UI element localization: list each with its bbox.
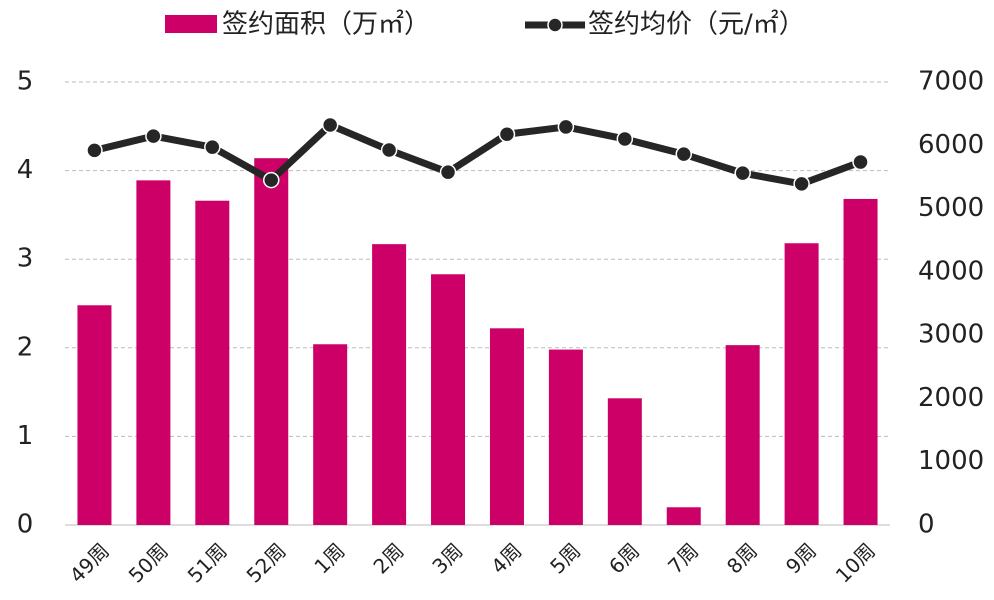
legend-swatch-bar (165, 15, 217, 33)
y2-tick-label: 3000 (918, 320, 984, 350)
bar (195, 200, 230, 525)
line-marker (793, 175, 810, 193)
bar (372, 244, 407, 525)
x-tick-label: 2周 (368, 538, 408, 578)
y-tick-label: 5 (17, 67, 34, 97)
line-marker (498, 125, 516, 143)
y2-tick-label: 7000 (918, 67, 984, 97)
bar (313, 344, 348, 525)
x-tick-label: 1周 (309, 538, 349, 578)
y2-tick-label: 1000 (918, 446, 984, 476)
x-tick-label: 7周 (663, 538, 703, 578)
y-tick-label: 2 (17, 332, 34, 362)
line-marker (263, 171, 280, 189)
bar (784, 243, 819, 525)
bar (607, 398, 642, 525)
bar (431, 274, 466, 525)
bar (77, 305, 112, 525)
y-tick-label: 1 (17, 421, 34, 451)
bar (548, 349, 583, 525)
line-marker (86, 142, 103, 159)
x-tick-label: 6周 (604, 538, 644, 578)
bar (666, 507, 701, 525)
y-tick-label: 0 (17, 510, 34, 540)
bar (843, 198, 878, 525)
line (93, 121, 862, 188)
x-tick-label: 5周 (545, 538, 585, 578)
x-tick-label: 51周 (183, 538, 232, 587)
x-tick-label: 9周 (781, 538, 821, 578)
line-marker (380, 141, 398, 159)
y-tick-label: 3 (17, 244, 34, 274)
x-tick-label: 8周 (722, 538, 762, 578)
y2-tick-label: 2000 (918, 383, 984, 413)
bar (725, 345, 760, 525)
y2-tick-label: 6000 (918, 130, 984, 160)
y-tick-label: 4 (17, 155, 34, 185)
legend-swatch-marker (547, 17, 563, 33)
legend: 签约面积（万㎡） 签约均价（元/㎡） (165, 10, 805, 40)
legend-label: 签约面积（万㎡） (222, 10, 430, 40)
line-marker (675, 145, 692, 163)
line-marker (616, 130, 634, 148)
y2-tick-label: 4000 (918, 256, 984, 286)
x-tick-label: 4周 (486, 538, 526, 578)
line-marker (557, 118, 575, 136)
x-tick-label: 10周 (831, 538, 880, 587)
bar (136, 180, 171, 525)
line-marker (145, 127, 162, 145)
x-tick-label: 50周 (124, 538, 173, 587)
bar (489, 328, 524, 525)
line-marker (439, 163, 457, 181)
x-tick-label: 3周 (427, 538, 467, 578)
y2-tick-label: 5000 (918, 193, 984, 223)
x-tick-label: 49周 (65, 538, 114, 587)
line-marker (734, 164, 751, 182)
line-marker (204, 138, 221, 156)
line-marker (321, 116, 339, 134)
bar (254, 158, 289, 526)
y2-tick-label: 0 (918, 510, 935, 540)
legend-label: 签约均价（元/㎡） (588, 10, 805, 40)
x-tick-label: 52周 (242, 538, 291, 587)
line-marker (852, 153, 869, 171)
